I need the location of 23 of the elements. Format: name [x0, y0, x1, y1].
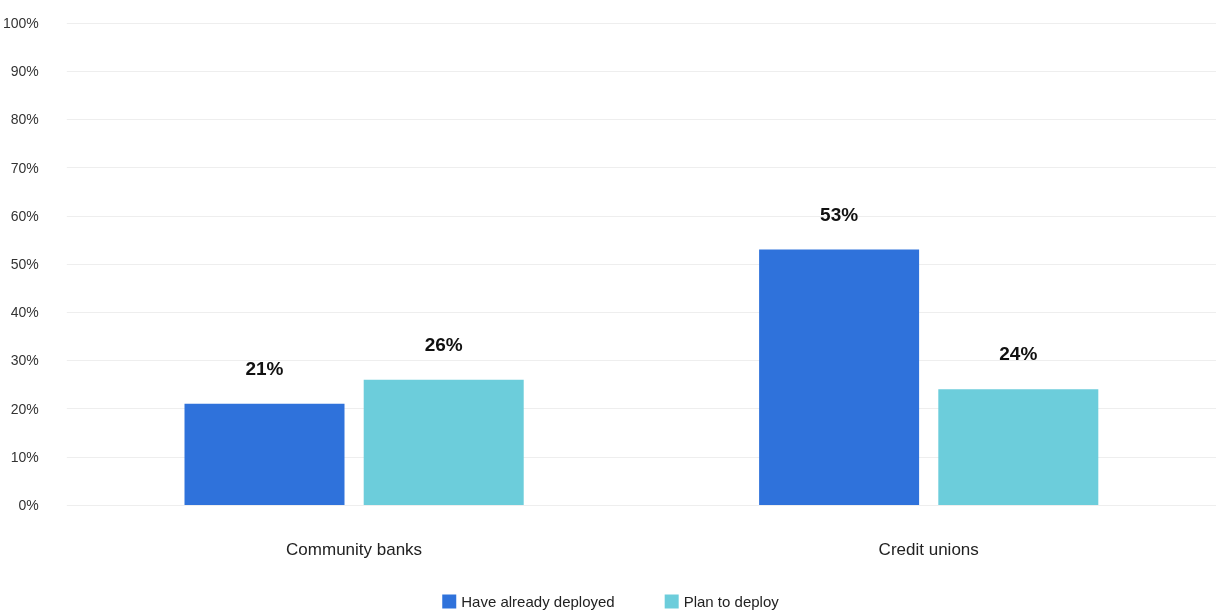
y-tick-label: 50%: [10, 256, 39, 272]
y-tick-label: 100%: [2, 15, 39, 31]
y-tick-label: 40%: [10, 304, 39, 321]
legend-label: Plan to deploy: [683, 593, 780, 610]
bar: [938, 389, 1099, 505]
y-tick-label: 60%: [10, 207, 39, 224]
data-label: 26%: [424, 333, 463, 355]
y-tick-label: 90%: [10, 63, 39, 80]
legend-label: Have already deployed: [461, 593, 615, 610]
bar: [759, 249, 920, 505]
y-tick-label: 10%: [10, 448, 39, 465]
data-label: 24%: [999, 343, 1038, 365]
x-tick-label: Credit unions: [878, 540, 979, 559]
bar: [184, 403, 345, 505]
x-tick-label: Community banks: [286, 540, 423, 559]
bar: [363, 379, 524, 505]
y-tick-label: 0%: [18, 497, 39, 513]
data-label: 53%: [820, 203, 859, 225]
y-tick-label: 30%: [10, 352, 39, 369]
data-label: 21%: [245, 357, 284, 379]
y-tick-label: 20%: [10, 400, 39, 417]
y-tick-label: 70%: [10, 159, 39, 176]
y-tick-label: 80%: [10, 111, 39, 128]
